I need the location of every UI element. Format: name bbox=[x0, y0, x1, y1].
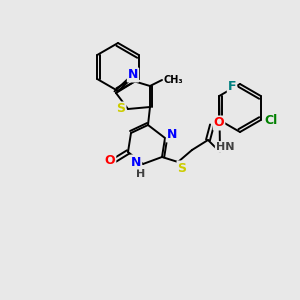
Text: CH₃: CH₃ bbox=[164, 75, 184, 85]
Text: S: S bbox=[178, 161, 187, 175]
Text: H: H bbox=[136, 169, 146, 179]
Text: HN: HN bbox=[216, 142, 234, 152]
Text: Cl: Cl bbox=[264, 113, 278, 127]
Text: N: N bbox=[131, 155, 141, 169]
Text: O: O bbox=[105, 154, 115, 166]
Text: N: N bbox=[128, 68, 138, 82]
Text: O: O bbox=[214, 116, 224, 130]
Text: N: N bbox=[167, 128, 177, 142]
Text: S: S bbox=[116, 103, 125, 116]
Text: F: F bbox=[228, 80, 236, 92]
